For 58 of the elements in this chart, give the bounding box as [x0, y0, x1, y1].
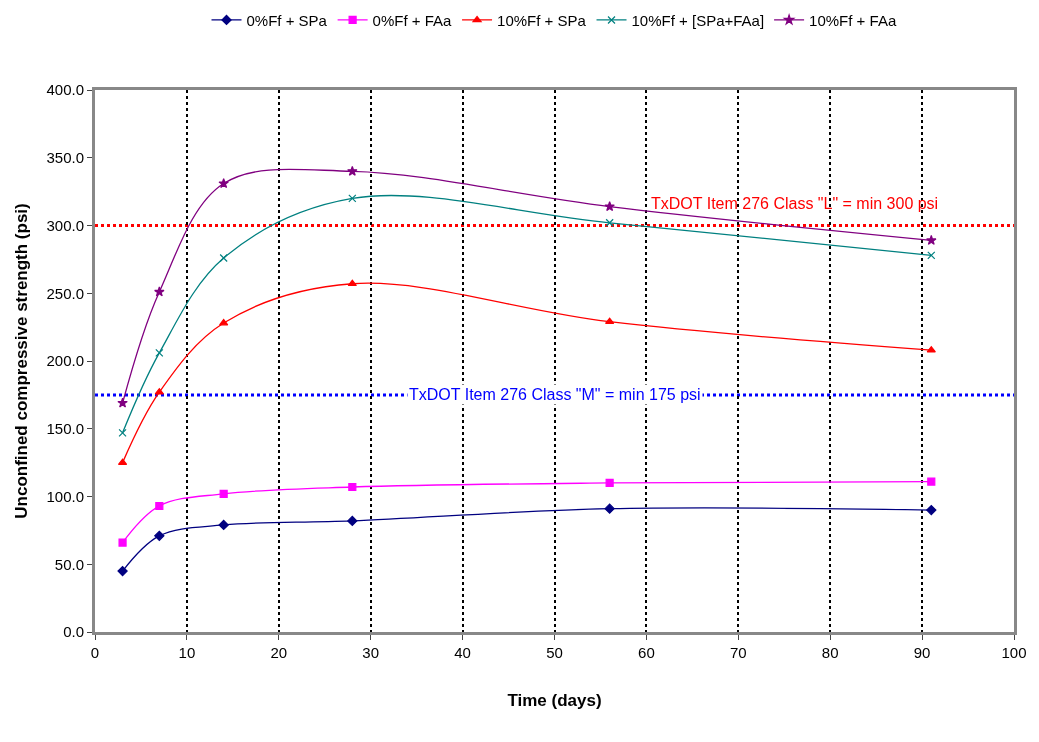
point — [604, 503, 615, 514]
point — [117, 397, 128, 408]
point — [347, 515, 358, 527]
point — [155, 348, 164, 357]
point — [347, 279, 357, 287]
y-tick-label: 300.0 — [46, 216, 84, 234]
point — [218, 178, 229, 189]
point — [118, 538, 127, 547]
x-axis-title: Time (days) — [507, 691, 602, 711]
y-tick-label: 200.0 — [46, 352, 84, 370]
point — [927, 251, 936, 260]
legend-label: 10%Ff + [SPa+FAa] — [631, 11, 765, 29]
x-tick-label: 10 — [178, 644, 196, 661]
y-tick-label: 250.0 — [46, 284, 84, 302]
x-tick-label: 40 — [454, 644, 471, 661]
x-tick-label: 70 — [729, 644, 747, 661]
point — [926, 346, 936, 353]
point — [348, 482, 357, 492]
point — [605, 218, 614, 227]
point — [117, 565, 128, 577]
point — [605, 478, 614, 488]
y-tick-label: 50.0 — [54, 555, 84, 573]
point — [155, 501, 164, 511]
x-tick-label: 30 — [362, 644, 380, 661]
y-tick-label: 0.0 — [63, 623, 84, 641]
point — [604, 201, 615, 212]
ref-line-label: TxDOT Item 276 Class "L" = min 300 psi — [651, 195, 939, 212]
legend-label: 10%Ff + SPa — [497, 11, 587, 29]
point — [605, 317, 615, 325]
point — [219, 489, 228, 498]
point — [347, 165, 358, 176]
point — [926, 504, 937, 516]
y-tick-label: 400.0 — [46, 81, 84, 99]
x-tick-label: 0 — [90, 644, 100, 661]
point — [154, 530, 165, 541]
legend-label: 10%Ff + FAa — [809, 11, 897, 29]
y-tick-label: 150.0 — [46, 420, 84, 437]
legend-label: 0%Ff + FAa — [372, 11, 453, 29]
point — [927, 477, 936, 486]
y-tick-label: 350.0 — [46, 149, 84, 166]
point — [926, 234, 937, 245]
x-tick-label: 80 — [821, 644, 839, 661]
point — [219, 253, 228, 263]
point — [219, 318, 229, 326]
y-axis-title: Unconfined compressive strength (psi) — [12, 203, 31, 519]
ref-line-label: TxDOT Item 276 Class "M" = min 175 psi — [409, 386, 701, 403]
point — [154, 286, 165, 297]
x-tick-label: 50 — [546, 644, 563, 661]
point — [218, 519, 229, 531]
y-tick-label: 100.0 — [46, 487, 84, 505]
x-tick-label: 20 — [270, 644, 288, 661]
point — [118, 428, 127, 437]
point — [348, 194, 357, 203]
point — [154, 388, 164, 395]
x-tick-label: 90 — [913, 644, 931, 661]
x-tick-label: 100 — [1001, 644, 1027, 661]
x-tick-label: 60 — [638, 644, 655, 661]
legend-label: 0%Ff + SPa — [246, 11, 328, 29]
